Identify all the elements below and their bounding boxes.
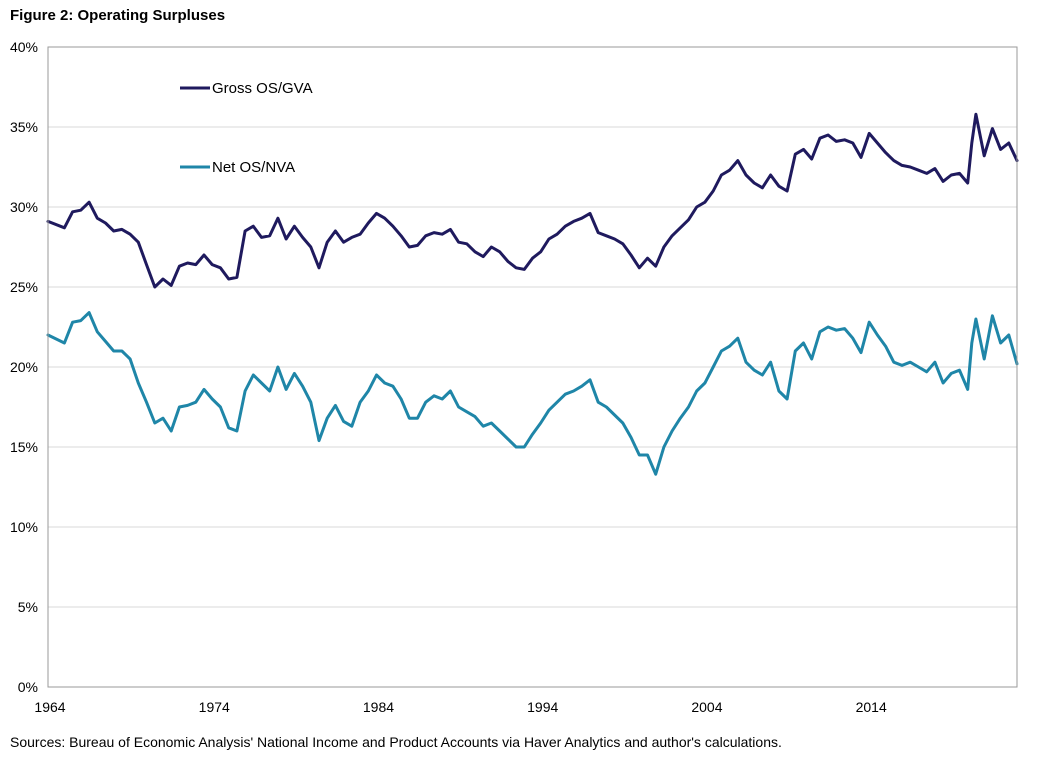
y-tick-label: 15%	[10, 439, 38, 455]
legend-label: Net OS/NVA	[212, 159, 295, 176]
plot-area-frame	[47, 46, 1018, 688]
x-tick-label: 1964	[34, 699, 65, 715]
x-tick-label: 1994	[527, 699, 558, 715]
y-tick-label: 35%	[10, 119, 38, 135]
legend: Gross OS/GVA Net OS/NVA	[180, 80, 313, 176]
x-tick-label: 2004	[691, 699, 722, 715]
y-tick-label: 40%	[10, 39, 38, 55]
x-axis-ticks: 1964 1974 1984 1994 2004 2014	[34, 699, 887, 715]
series-line-net-os-nva	[46, 311, 1019, 476]
y-tick-label: 20%	[10, 359, 38, 375]
gridlines	[48, 126, 1017, 608]
y-tick-label: 25%	[10, 279, 38, 295]
x-tick-label: 1974	[199, 699, 230, 715]
y-tick-label: 30%	[10, 199, 38, 215]
source-note: Sources: Bureau of Economic Analysis' Na…	[10, 734, 782, 750]
figure-title: Figure 2: Operating Surpluses	[10, 7, 226, 24]
series-lines	[46, 112, 1019, 476]
x-tick-label: 2014	[856, 699, 887, 715]
y-tick-label: 10%	[10, 519, 38, 535]
x-tick-label: 1984	[363, 699, 394, 715]
legend-label: Gross OS/GVA	[212, 80, 313, 97]
series-line-gross-os-gva	[46, 112, 1019, 289]
y-axis-ticks: 0% 5% 10% 15% 20% 25% 30% 35% 40%	[10, 39, 38, 695]
y-tick-label: 5%	[18, 599, 38, 615]
y-tick-label: 0%	[18, 679, 38, 695]
